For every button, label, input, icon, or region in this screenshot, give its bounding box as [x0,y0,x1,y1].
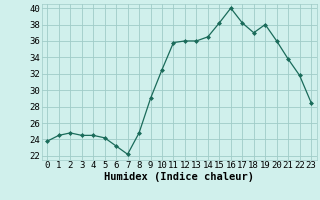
X-axis label: Humidex (Indice chaleur): Humidex (Indice chaleur) [104,172,254,182]
